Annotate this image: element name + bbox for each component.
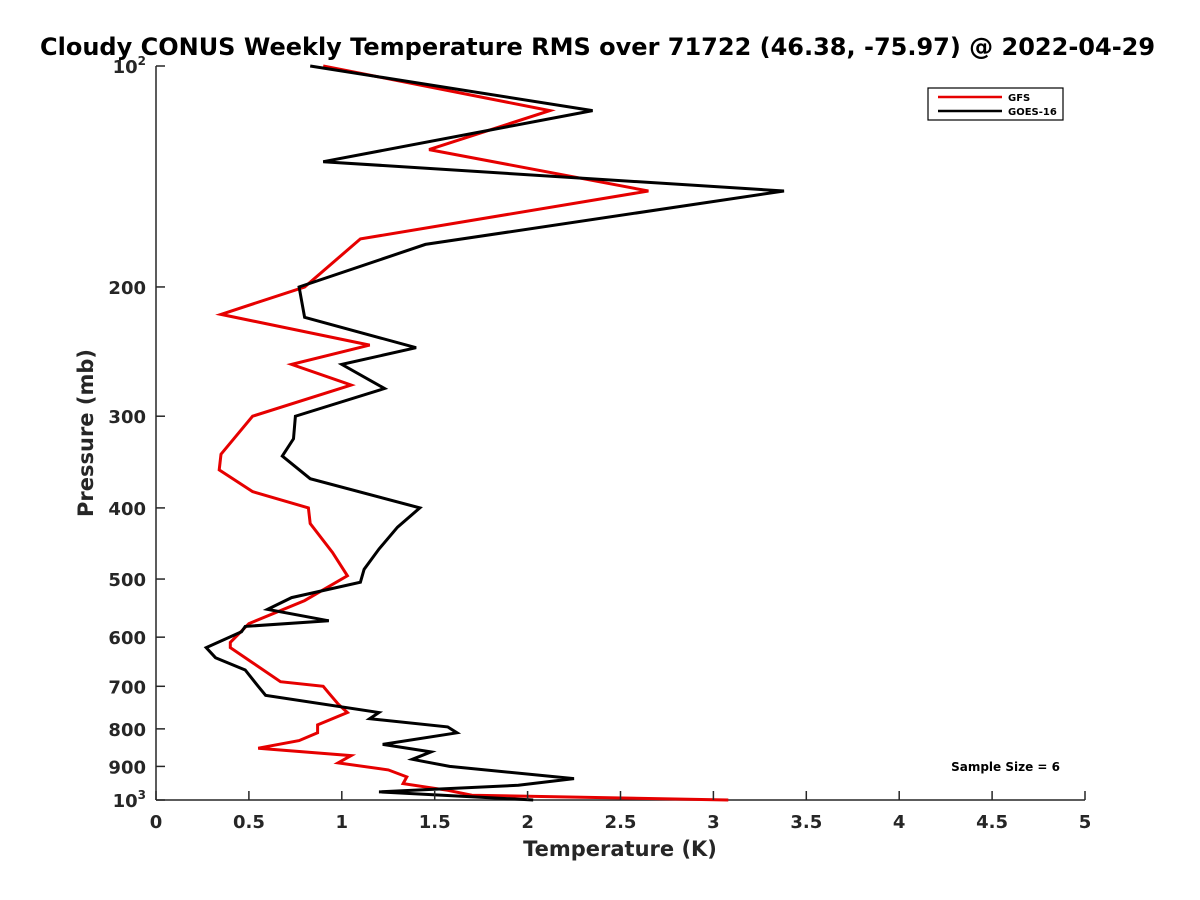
- chart-title: Cloudy CONUS Weekly Temperature RMS over…: [40, 33, 1155, 61]
- x-tick-label: 1: [336, 812, 349, 833]
- series-layer: [203, 64, 785, 802]
- y-tick-label: 800: [108, 720, 146, 741]
- x-tick-label: 3.5: [790, 812, 822, 833]
- x-axis-label: Temperature (K): [523, 837, 717, 861]
- y-tick-label: 103: [113, 788, 146, 812]
- y-tick-label: 500: [108, 570, 146, 591]
- y-tick-label: 200: [108, 278, 146, 299]
- x-tick-label: 4: [893, 812, 906, 833]
- y-tick-label: 300: [108, 407, 146, 428]
- sample-size-annotation: Sample Size = 6: [951, 760, 1060, 774]
- x-axis: 0 0.5 1 1.5 2 2.5 3 3.5 4 4.5 5: [150, 791, 1092, 833]
- x-tick-label: 2.5: [605, 812, 637, 833]
- x-tick-label: 1.5: [419, 812, 451, 833]
- y-axis-label: Pressure (mb): [74, 349, 98, 517]
- legend-label: GOES-16: [1008, 107, 1057, 118]
- x-tick-label: 0: [150, 812, 163, 833]
- series-line-gfs: [215, 64, 729, 802]
- y-tick-label: 102: [113, 54, 146, 78]
- x-tick-label: 0.5: [233, 812, 265, 833]
- y-tick-label: 600: [108, 628, 146, 649]
- legend-label: GFS: [1008, 93, 1030, 104]
- x-tick-label: 3: [707, 812, 720, 833]
- y-axis: 102 200 300 400 500 600 700 800 900 103: [108, 54, 165, 812]
- x-tick-label: 4.5: [976, 812, 1008, 833]
- x-tick-label: 2: [521, 812, 534, 833]
- y-tick-label: 900: [108, 757, 146, 778]
- legend: GFS GOES-16: [927, 87, 1064, 121]
- y-tick-label: 400: [108, 499, 146, 520]
- x-tick-label: 5: [1079, 812, 1092, 833]
- legend-box: [927, 87, 1064, 121]
- y-tick-label: 700: [108, 677, 146, 698]
- series-line-goes-16: [203, 64, 785, 802]
